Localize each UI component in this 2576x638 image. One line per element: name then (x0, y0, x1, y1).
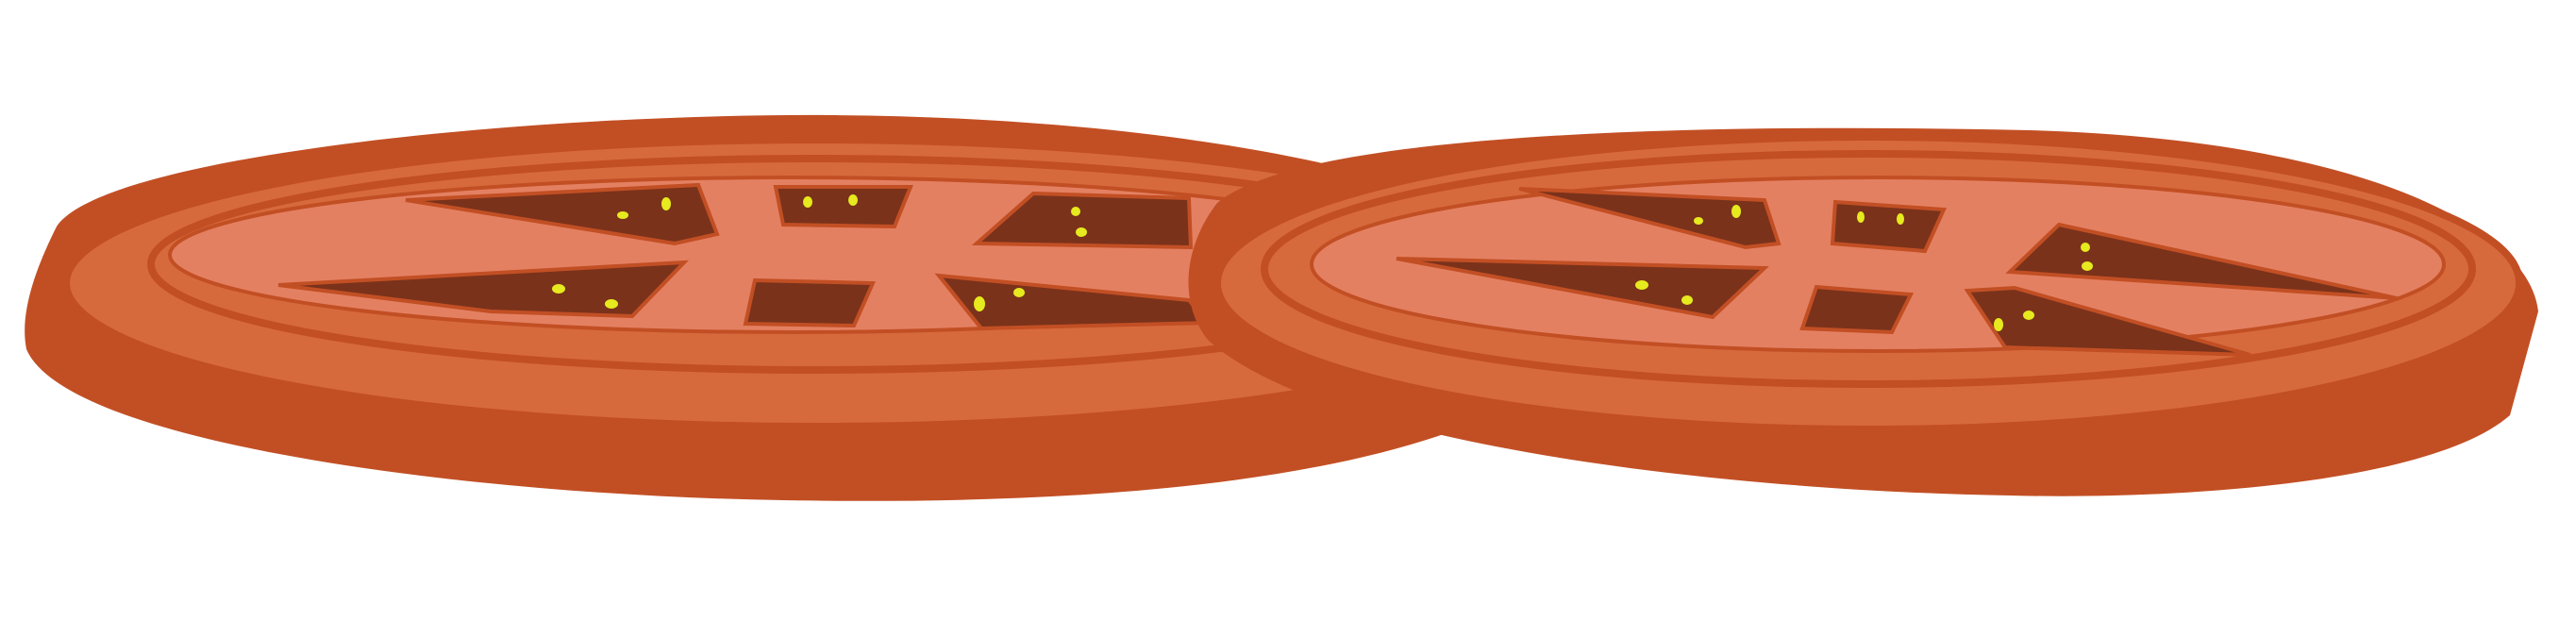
seed (617, 211, 628, 219)
seed (803, 196, 812, 208)
slice-right-locule-1 (1518, 187, 1781, 250)
slice-right-locule-2 (1830, 199, 1948, 254)
seed (1694, 217, 1703, 225)
seed (1013, 288, 1025, 297)
seed (1857, 211, 1865, 223)
seed (1994, 318, 2003, 331)
seed (552, 284, 565, 294)
slice-left-locule-4 (277, 260, 689, 319)
slice-right-flesh (1310, 176, 2446, 353)
seed (2081, 243, 2090, 252)
seed (1071, 207, 1080, 216)
seed (1897, 213, 1904, 225)
seed (974, 296, 985, 311)
slice-left-locule-1 (405, 182, 720, 246)
seed (661, 197, 671, 210)
seed (2082, 261, 2093, 271)
slice-right-seeds (1635, 205, 2093, 331)
slice-left-seeds (552, 194, 1087, 311)
slice-left-locule-3 (971, 191, 1194, 250)
seed (1731, 205, 1741, 218)
seed (1681, 295, 1693, 305)
slice-right-locule-6 (1964, 285, 2251, 357)
slice-right-locule-4 (1396, 257, 1769, 320)
seed (2023, 311, 2034, 320)
slice-right-locule-5 (1799, 284, 1915, 335)
seed (605, 299, 618, 309)
slice-left-locule-5 (743, 277, 877, 328)
slice-right-locule-3 (2005, 222, 2398, 300)
tomato-slice-right (1188, 127, 2538, 496)
seed (1076, 227, 1087, 237)
slice-left-locule-2 (773, 185, 913, 229)
seed (1635, 280, 1648, 290)
seed (848, 194, 858, 206)
